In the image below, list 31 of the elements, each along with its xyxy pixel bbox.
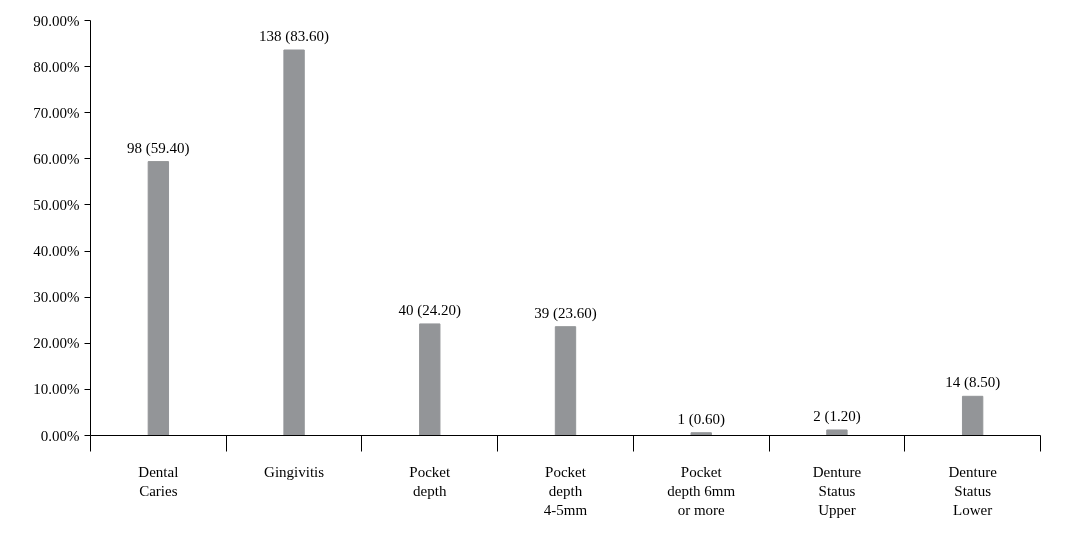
y-tick-label: 20.00% xyxy=(33,335,80,352)
data-label: 1 (0.60) xyxy=(677,410,725,428)
data-label: 39 (23.60) xyxy=(534,304,597,322)
data-label: 138 (83.60) xyxy=(259,28,330,46)
bar xyxy=(826,429,848,436)
bar xyxy=(961,395,984,436)
y-tick-label: 0.00% xyxy=(40,427,80,444)
x-tick-label: Denture Status Upper xyxy=(812,463,862,518)
y-tick-label: 70.00% xyxy=(33,104,80,121)
data-label: 2 (1.20) xyxy=(813,407,861,425)
bar xyxy=(147,161,170,436)
data-label: 40 (24.20) xyxy=(398,301,462,319)
y-tick-label: 30.00% xyxy=(33,289,80,306)
data-label: 14 (8.50) xyxy=(945,374,1001,392)
y-tick-label: 50.00% xyxy=(33,196,80,213)
data-label: 98 (59.40) xyxy=(127,139,190,157)
y-tick-label: 80.00% xyxy=(33,58,80,75)
bar xyxy=(283,49,305,436)
y-tick-label: 90.00% xyxy=(33,12,80,29)
x-tick-label: Pocket depth xyxy=(409,463,452,499)
x-tick-label: Denture Status Lower xyxy=(948,463,998,518)
x-tick-label: Pocket depth 6mm or more xyxy=(667,463,736,518)
bar xyxy=(690,432,712,436)
x-tick-label: Dental Caries xyxy=(138,463,179,499)
y-tick-label: 60.00% xyxy=(33,150,80,167)
y-tick-label: 10.00% xyxy=(33,381,80,398)
y-tick-label: 40.00% xyxy=(33,243,80,260)
bar xyxy=(419,323,441,436)
x-tick-label: Gingivitis xyxy=(264,463,325,480)
bar xyxy=(554,326,577,436)
x-tick-label: Pocket depth 4-5mm xyxy=(543,463,588,518)
